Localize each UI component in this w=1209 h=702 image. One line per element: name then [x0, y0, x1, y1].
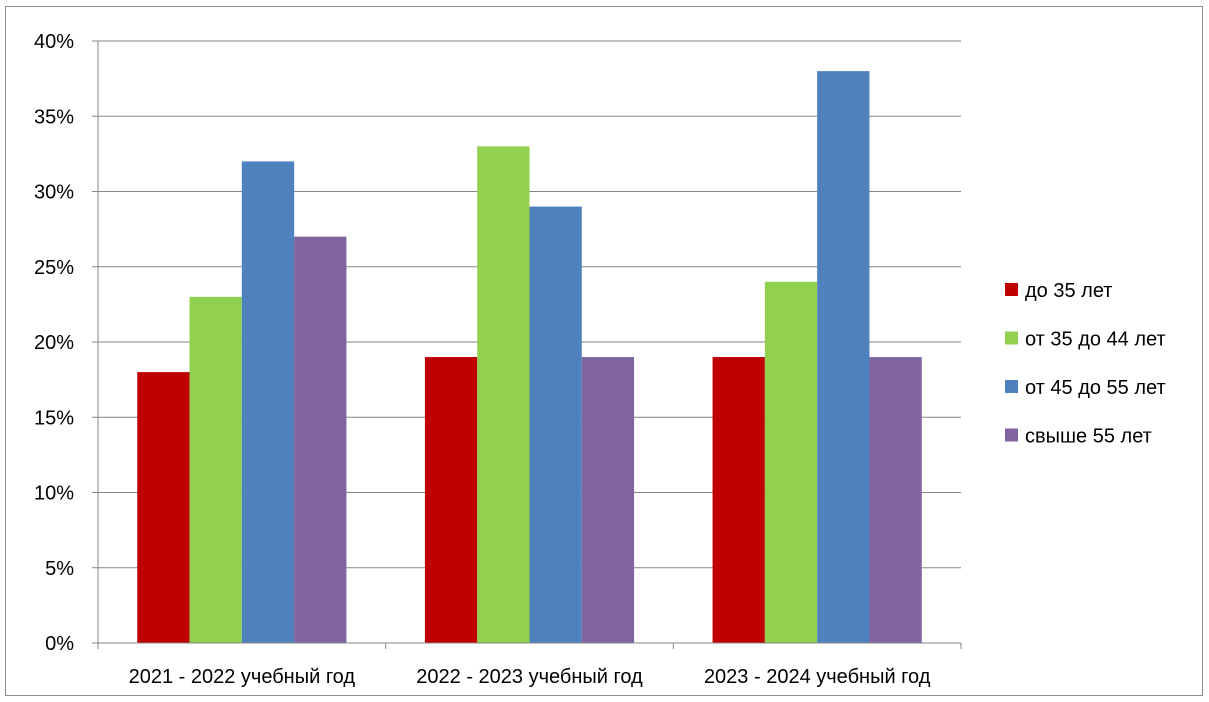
bar-2-1 — [190, 297, 242, 643]
x-tick-label: 2023 - 2024 учебный год — [704, 666, 931, 688]
y-tick-label: 10% — [34, 483, 74, 505]
bars — [137, 71, 922, 643]
y-tick-labels: 0% 5% 10% 15% 20% 25% 30% 35% 40% — [34, 31, 74, 655]
y-tick-label: 5% — [45, 558, 74, 580]
x-tick-label: 2021 - 2022 учебный год — [129, 666, 356, 688]
legend-label: от 45 до 55 лет — [1025, 377, 1166, 399]
bar-2-3 — [765, 282, 817, 643]
x-tick-label: 2022 - 2023 учебный год — [416, 666, 643, 688]
y-tick-label: 25% — [34, 257, 74, 279]
legend-label: до 35 лет — [1025, 280, 1112, 302]
legend-swatch — [1005, 332, 1018, 345]
legend: до 35 лет от 35 до 44 лет от 45 до 55 лет с… — [1005, 280, 1166, 448]
legend-swatch — [1005, 380, 1018, 393]
x-tick-labels: 2021 - 2022 учебный год 2022 - 2023 учебн… — [129, 666, 931, 688]
bar-3-3 — [817, 71, 869, 643]
y-tick-label: 20% — [34, 332, 74, 354]
bar-4-2 — [582, 357, 634, 643]
bar-1-1 — [137, 372, 189, 643]
bar-3-1 — [242, 161, 294, 643]
bar-2-2 — [477, 146, 529, 643]
bar-4-3 — [869, 357, 921, 643]
bar-3-2 — [530, 207, 582, 643]
legend-label: от 35 до 44 лет — [1025, 329, 1166, 351]
legend-swatch — [1005, 283, 1018, 296]
y-tick-label: 40% — [34, 31, 74, 53]
y-tick-label: 0% — [45, 633, 74, 655]
bar-4-1 — [294, 237, 346, 643]
y-tick-label: 30% — [34, 182, 74, 204]
legend-label: свыше 55 лет — [1025, 426, 1152, 448]
bar-1-2 — [425, 357, 477, 643]
y-tick-label: 15% — [34, 407, 74, 429]
bar-1-3 — [713, 357, 765, 643]
legend-swatch — [1005, 429, 1018, 442]
y-tick-label: 35% — [34, 106, 74, 128]
